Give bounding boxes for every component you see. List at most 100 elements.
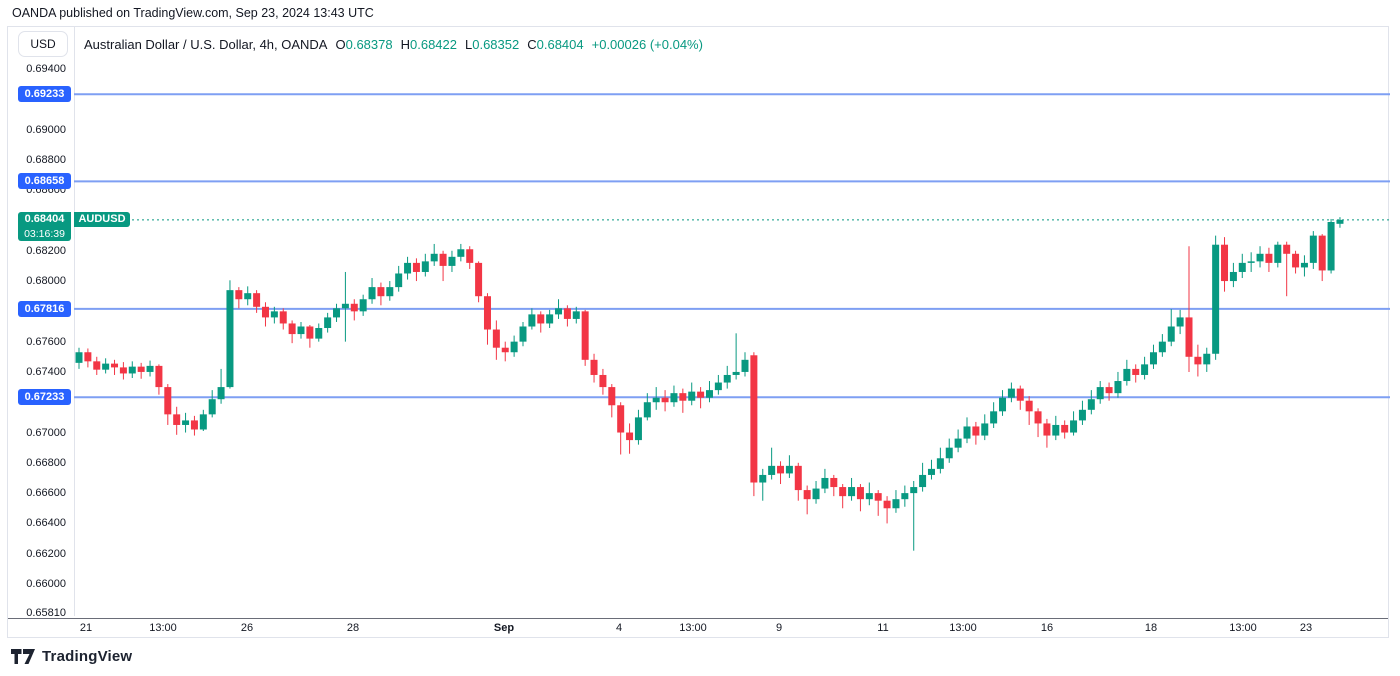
chart-title: Australian Dollar / U.S. Dollar, 4h, OAN…: [84, 27, 703, 61]
price-tick-label: 0.67600: [26, 335, 66, 348]
candle-body: [927, 468, 935, 475]
tradingview-logo-text: TradingView: [42, 648, 133, 665]
candle-body: [679, 393, 687, 401]
candle-body: [1007, 388, 1015, 398]
candle-body: [528, 314, 536, 327]
candle-body: [741, 359, 749, 372]
bar-countdown: 03:16:39: [18, 226, 71, 241]
candle-body: [732, 371, 740, 375]
price-tick-label: 0.66000: [26, 577, 66, 590]
candle-body: [963, 426, 971, 439]
tradingview-link[interactable]: TradingView: [11, 648, 132, 665]
candle-body: [874, 493, 882, 501]
candle-body: [1194, 356, 1202, 365]
candle-body: [1309, 235, 1317, 263]
candle-body: [128, 366, 136, 374]
price-tick-label: 0.69400: [26, 63, 66, 75]
candle-body: [954, 438, 962, 448]
candle-body: [714, 382, 722, 391]
candle-body: [217, 387, 225, 400]
candle-body: [643, 402, 651, 418]
candle-body: [1336, 219, 1344, 224]
candle-body: [1212, 244, 1220, 354]
time-tick-label: Sep: [493, 622, 515, 634]
ohlc-high: H0.68422: [400, 36, 457, 52]
candle-body: [883, 500, 891, 509]
candle-body: [1078, 409, 1086, 421]
candle-body: [173, 414, 181, 425]
time-axis-separator: [8, 618, 1388, 619]
candle-body: [1203, 353, 1211, 365]
candle-body: [546, 314, 554, 324]
candle-body: [1292, 253, 1300, 268]
candle-body: [395, 273, 403, 288]
candle-body: [306, 326, 314, 339]
candle-body: [608, 387, 616, 406]
candle-body: [324, 317, 332, 329]
time-tick-label: 23: [1299, 622, 1313, 634]
candle-body: [634, 417, 642, 441]
candle-body: [848, 487, 856, 497]
candle-body: [412, 262, 420, 272]
candle-body: [501, 347, 509, 353]
candle-body: [705, 390, 713, 398]
candle-body: [599, 374, 607, 388]
candle-body: [253, 293, 261, 307]
candle-body: [1132, 368, 1140, 375]
candle-body: [1070, 420, 1078, 433]
candle-body: [1052, 424, 1060, 436]
candle-body: [723, 374, 731, 383]
candle-body: [856, 487, 864, 500]
candle-body: [661, 397, 669, 403]
candle-body: [901, 493, 909, 500]
candlestick-chart[interactable]: [74, 27, 1390, 616]
candle-body: [945, 447, 953, 459]
candle-body: [483, 296, 491, 330]
candle-body: [368, 287, 376, 300]
candle-body: [581, 311, 589, 360]
candle-body: [155, 365, 163, 388]
candle-body: [386, 287, 394, 297]
candle-body: [75, 352, 83, 363]
candle-body: [688, 391, 696, 401]
candle-body: [333, 308, 341, 318]
price-tick-label: 0.65810: [26, 606, 66, 619]
candle-body: [377, 287, 385, 297]
price-change: +0.00026 (+0.04%): [591, 36, 703, 52]
candle-body: [768, 465, 776, 475]
candle-body: [510, 341, 518, 353]
candle-body: [1256, 253, 1264, 262]
candle-body: [652, 397, 660, 403]
candle-body: [1167, 326, 1175, 342]
candle-body: [1327, 221, 1335, 271]
candle-body: [359, 299, 367, 312]
candle-body: [350, 303, 358, 312]
candle-body: [1265, 253, 1273, 263]
candle-body: [1114, 381, 1122, 394]
candle-body: [1061, 424, 1069, 433]
candle-body: [297, 326, 305, 335]
ohlc-low: L0.68352: [465, 36, 520, 52]
symbol-tag: AUDUSD: [74, 211, 130, 227]
candle-body: [981, 423, 989, 436]
tradingview-logo-icon: [11, 649, 35, 664]
candle-body: [448, 256, 456, 266]
candle-body: [457, 249, 465, 257]
currency-usd-button[interactable]: USD: [18, 31, 68, 57]
candle-body: [892, 499, 900, 509]
time-scale[interactable]: 21 13:00 26 28 Sep 4 13:00 9 11 13:00 16 18 13:00 23: [8, 619, 1388, 638]
candle-body: [1034, 411, 1042, 424]
candle-body: [785, 465, 793, 474]
current-price-badge: 0.68404 03:16:39: [18, 211, 71, 241]
time-tick-label: 4: [615, 622, 623, 634]
candle-body: [208, 399, 216, 415]
candle-body: [261, 306, 269, 318]
candle-body: [759, 474, 767, 483]
price-tick-label: 0.66800: [26, 456, 66, 469]
time-tick-label: 18: [1144, 622, 1158, 634]
candle-body: [697, 391, 705, 398]
candle-body: [821, 477, 829, 489]
candle-body: [404, 262, 412, 274]
time-tick-label: 11: [877, 622, 889, 634]
price-scale[interactable]: 0.694000.692000.690000.688000.686000.684…: [8, 27, 74, 619]
